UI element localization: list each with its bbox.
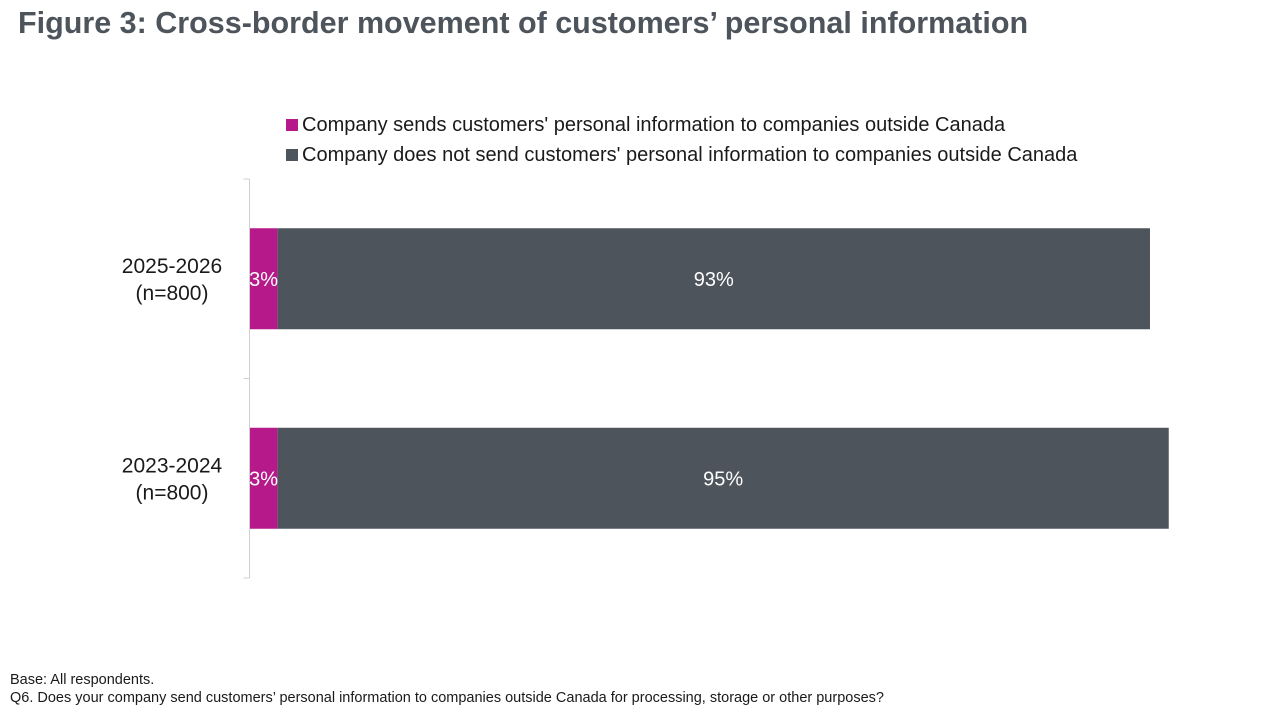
data-label: 95%: [703, 468, 743, 490]
category-label: 2023-2024: [122, 454, 223, 477]
footnote-question: Q6. Does your company send customers’ pe…: [10, 689, 884, 707]
category-label: 2025-2026: [122, 255, 222, 278]
category-sample-label: (n=800): [136, 282, 209, 305]
data-label: 3%: [249, 468, 278, 490]
data-label: 93%: [694, 269, 734, 291]
footnote-base: Base: All respondents.: [10, 671, 884, 689]
category-sample-label: (n=800): [136, 481, 209, 504]
data-label: 3%: [249, 269, 278, 291]
footnote: Base: All respondents. Q6. Does your com…: [10, 671, 884, 707]
